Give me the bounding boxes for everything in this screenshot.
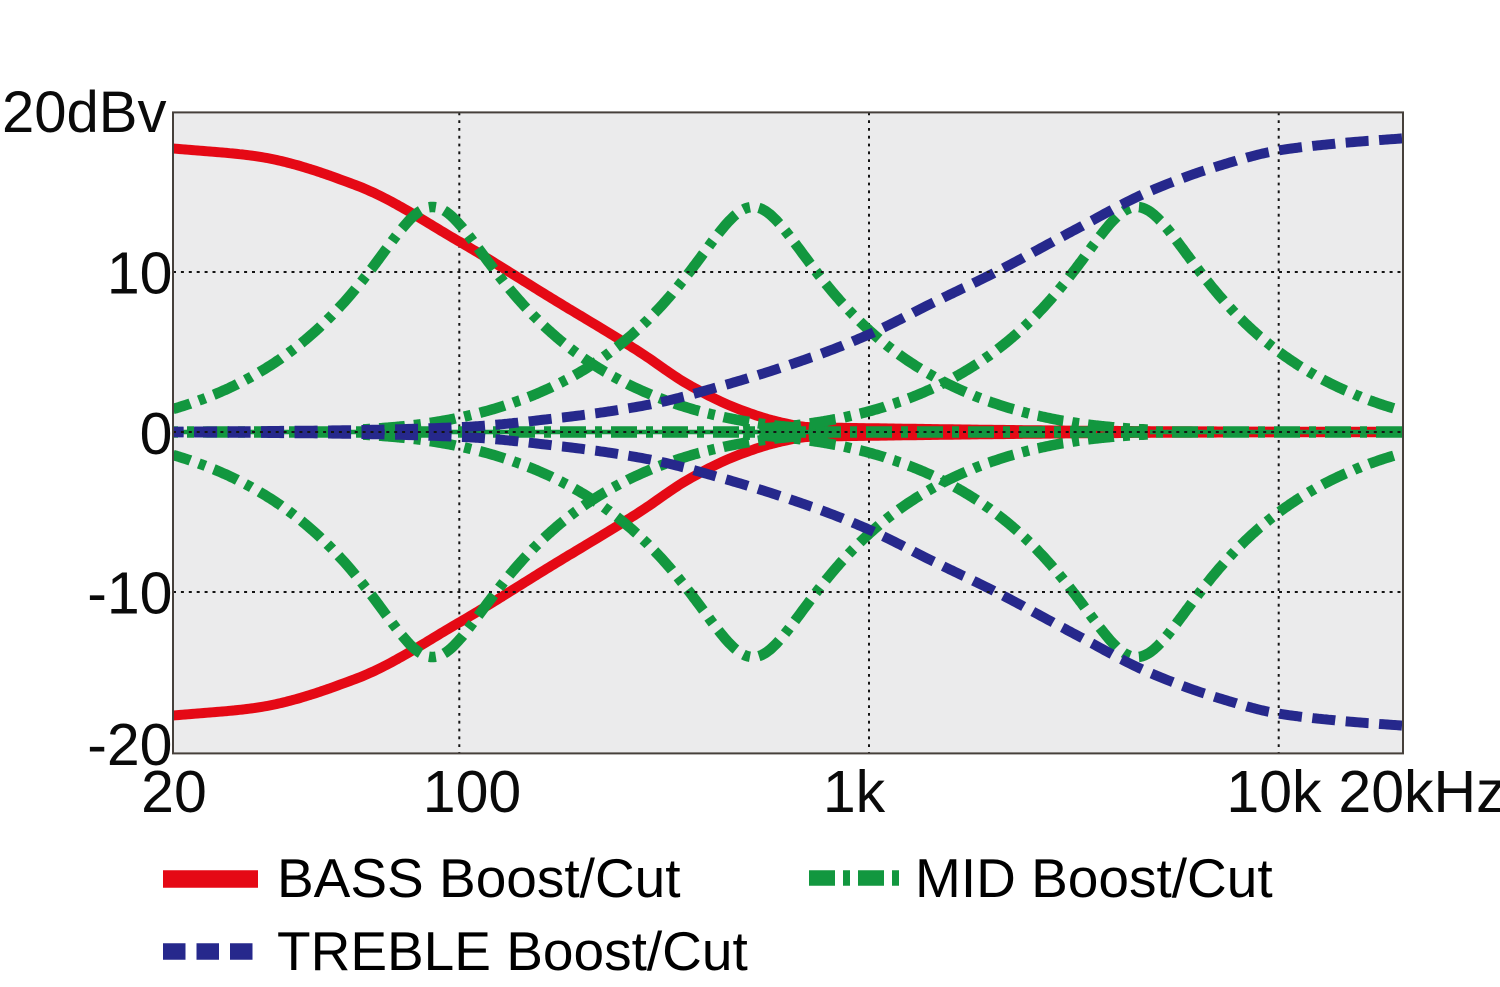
svg-text:MID Boost/Cut: MID Boost/Cut [915, 847, 1273, 909]
svg-text:-20: -20 [87, 712, 172, 778]
svg-text:20dBv: 20dBv [2, 80, 166, 145]
svg-text:0: 0 [140, 401, 173, 467]
svg-text:-10: -10 [87, 561, 172, 627]
svg-text:10: 10 [107, 241, 173, 307]
svg-text:10k: 10k [1226, 759, 1322, 825]
svg-text:20: 20 [141, 759, 207, 825]
svg-text:20kHz: 20kHz [1338, 759, 1500, 825]
svg-text:100: 100 [423, 759, 521, 825]
svg-text:TREBLE Boost/Cut: TREBLE Boost/Cut [277, 920, 748, 982]
svg-text:BASS Boost/Cut: BASS Boost/Cut [277, 847, 681, 909]
svg-text:1k: 1k [823, 759, 886, 825]
